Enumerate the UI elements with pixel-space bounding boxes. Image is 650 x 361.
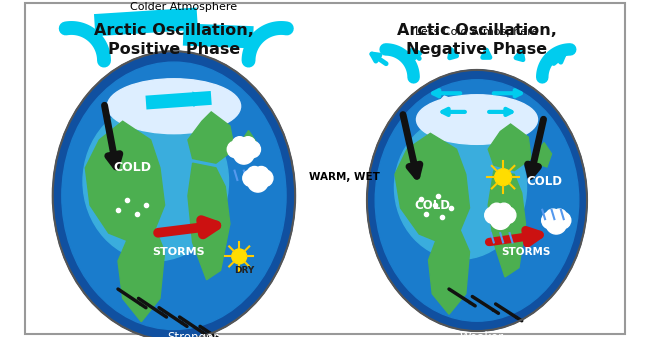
Polygon shape [239,131,258,158]
Polygon shape [488,171,525,277]
Ellipse shape [53,51,295,340]
Circle shape [552,209,567,224]
Circle shape [248,171,268,192]
Text: Arctic Oscillation,
Positive Phase: Arctic Oscillation, Positive Phase [94,23,254,57]
Circle shape [244,141,261,158]
Text: Less Cold Atmosphere: Less Cold Atmosphere [415,27,539,37]
Text: Stronger
Trade Winds: Stronger Trade Winds [157,331,229,360]
Text: STORMS: STORMS [500,247,550,257]
Circle shape [232,137,247,152]
Circle shape [499,207,516,223]
Text: DRY: DRY [234,266,254,275]
Polygon shape [488,124,531,171]
Text: WARM, WET: WARM, WET [309,172,380,182]
Ellipse shape [375,80,578,321]
Ellipse shape [83,102,229,261]
Circle shape [489,203,504,218]
Circle shape [247,166,262,182]
Text: Arctic Oscillation,
Negative Phase: Arctic Oscillation, Negative Phase [397,23,557,57]
Polygon shape [432,96,469,131]
Text: STORMS: STORMS [152,247,205,257]
Circle shape [490,209,510,229]
Circle shape [541,212,558,229]
Polygon shape [85,121,164,243]
Ellipse shape [62,62,286,330]
Circle shape [233,144,254,164]
Ellipse shape [107,79,240,134]
Circle shape [232,249,246,264]
Polygon shape [395,133,469,243]
Circle shape [254,166,268,182]
Ellipse shape [417,95,538,144]
Ellipse shape [367,70,587,331]
Circle shape [485,207,502,223]
Circle shape [256,170,273,187]
Circle shape [546,214,567,234]
Polygon shape [188,112,235,163]
Polygon shape [428,230,469,314]
Circle shape [545,209,560,224]
Polygon shape [188,163,230,280]
Text: Colder Atmosphere: Colder Atmosphere [130,2,237,12]
Polygon shape [123,84,164,121]
Text: COLD: COLD [113,161,151,174]
Circle shape [240,137,255,152]
Text: Weaker
Trade Winds: Weaker Trade Winds [446,331,517,360]
Circle shape [497,203,512,218]
Circle shape [495,169,512,186]
Text: COLD: COLD [414,199,450,212]
Polygon shape [535,143,552,167]
Circle shape [243,170,259,187]
Circle shape [554,212,571,229]
Circle shape [227,141,244,158]
Text: COLD: COLD [526,175,562,188]
Polygon shape [118,229,164,322]
Ellipse shape [395,116,526,259]
